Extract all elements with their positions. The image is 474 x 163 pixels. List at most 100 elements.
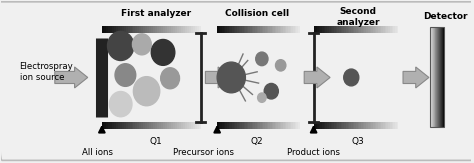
Bar (265, 26, 266, 33)
Bar (288, 122, 290, 129)
Text: Detector: Detector (423, 12, 468, 21)
Bar (260, 122, 262, 129)
Bar (119, 26, 122, 33)
Bar (248, 26, 250, 33)
Bar (258, 26, 260, 33)
Bar (298, 26, 300, 33)
Bar (275, 26, 276, 33)
Bar (189, 122, 191, 129)
Bar (363, 26, 365, 33)
Bar (383, 122, 385, 129)
Bar (324, 122, 326, 129)
Bar (324, 26, 326, 33)
Bar (139, 26, 141, 33)
Bar (129, 26, 131, 33)
Bar (276, 26, 278, 33)
Bar (371, 122, 373, 129)
Bar (149, 26, 151, 33)
Bar (114, 122, 116, 129)
Bar (167, 26, 169, 33)
Bar (108, 122, 110, 129)
Bar (347, 122, 349, 129)
Bar (392, 26, 393, 33)
Bar (385, 122, 386, 129)
Bar (110, 26, 112, 33)
Bar (294, 26, 296, 33)
Bar (339, 26, 341, 33)
Bar (255, 122, 257, 129)
Bar (254, 122, 255, 129)
Bar (262, 122, 263, 129)
Bar (106, 122, 108, 129)
Bar (197, 26, 199, 33)
Bar (258, 122, 260, 129)
Bar (245, 122, 247, 129)
Bar (131, 26, 134, 33)
Bar (290, 122, 291, 129)
Bar (336, 122, 337, 129)
Bar (354, 26, 356, 33)
Bar (234, 122, 235, 129)
Bar (167, 122, 169, 129)
Bar (108, 26, 110, 33)
Bar (147, 26, 149, 33)
Bar (227, 122, 228, 129)
Bar (337, 122, 339, 129)
Bar (275, 122, 276, 129)
Bar (116, 26, 118, 33)
Bar (146, 122, 147, 129)
Bar (386, 26, 388, 33)
Bar (247, 122, 248, 129)
Bar (159, 122, 161, 129)
Bar (327, 26, 329, 33)
Bar (146, 26, 147, 33)
Bar (263, 122, 265, 129)
Bar (382, 26, 383, 33)
Bar (189, 26, 191, 33)
Bar (244, 122, 245, 129)
Bar (319, 26, 320, 33)
Bar (169, 26, 171, 33)
Bar (134, 122, 136, 129)
Bar (388, 122, 390, 129)
Bar (252, 122, 254, 129)
Bar (254, 26, 255, 33)
Bar (129, 122, 131, 129)
Bar (341, 122, 342, 129)
FancyArrow shape (403, 67, 429, 88)
Bar (390, 26, 392, 33)
Bar (327, 122, 329, 129)
Bar (359, 122, 361, 129)
Ellipse shape (108, 31, 134, 60)
Bar (393, 122, 395, 129)
Bar (397, 122, 398, 129)
Bar (139, 122, 141, 129)
Bar (314, 122, 315, 129)
Bar (181, 26, 183, 33)
Bar (153, 26, 155, 33)
Bar (242, 122, 244, 129)
Bar (110, 122, 112, 129)
Bar (365, 26, 366, 33)
Bar (199, 122, 201, 129)
Ellipse shape (132, 34, 151, 55)
Bar (356, 122, 358, 129)
Bar (370, 122, 371, 129)
Bar (326, 122, 327, 129)
Bar (143, 26, 146, 33)
FancyArrow shape (55, 67, 88, 88)
Bar (179, 122, 181, 129)
Bar (347, 26, 349, 33)
Bar (195, 122, 197, 129)
Bar (317, 122, 319, 129)
Bar (353, 122, 354, 129)
Bar (286, 122, 288, 129)
Bar (219, 122, 220, 129)
Ellipse shape (256, 52, 268, 66)
Bar (371, 26, 373, 33)
Bar (368, 122, 370, 129)
Bar (227, 26, 228, 33)
Bar (291, 26, 293, 33)
Bar (283, 122, 285, 129)
Bar (169, 122, 171, 129)
